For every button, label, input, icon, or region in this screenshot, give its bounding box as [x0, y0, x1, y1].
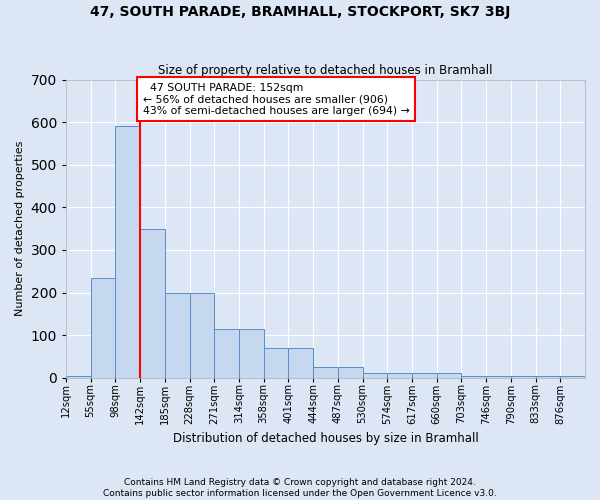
Bar — [239, 328, 263, 378]
Text: 47 SOUTH PARADE: 152sqm
← 56% of detached houses are smaller (906)
43% of semi-d: 47 SOUTH PARADE: 152sqm ← 56% of detache… — [143, 82, 409, 116]
Bar — [289, 348, 313, 378]
X-axis label: Distribution of detached houses by size in Bramhall: Distribution of detached houses by size … — [173, 432, 478, 445]
Bar — [536, 376, 560, 378]
Text: 47, SOUTH PARADE, BRAMHALL, STOCKPORT, SK7 3BJ: 47, SOUTH PARADE, BRAMHALL, STOCKPORT, S… — [90, 5, 510, 19]
Bar — [560, 376, 585, 378]
Bar — [412, 374, 437, 378]
Bar — [387, 372, 412, 378]
Bar — [214, 328, 239, 378]
Bar — [313, 367, 338, 378]
Bar — [437, 374, 461, 378]
Y-axis label: Number of detached properties: Number of detached properties — [15, 141, 25, 316]
Bar — [190, 292, 214, 378]
Title: Size of property relative to detached houses in Bramhall: Size of property relative to detached ho… — [158, 64, 493, 77]
Bar — [91, 278, 115, 378]
Bar — [66, 376, 91, 378]
Bar — [486, 376, 511, 378]
Bar — [115, 126, 140, 378]
Bar — [461, 376, 486, 378]
Bar — [140, 228, 165, 378]
Bar — [511, 376, 536, 378]
Bar — [338, 367, 362, 378]
Bar — [263, 348, 289, 378]
Bar — [165, 292, 190, 378]
Bar — [362, 372, 387, 378]
Text: Contains HM Land Registry data © Crown copyright and database right 2024.
Contai: Contains HM Land Registry data © Crown c… — [103, 478, 497, 498]
